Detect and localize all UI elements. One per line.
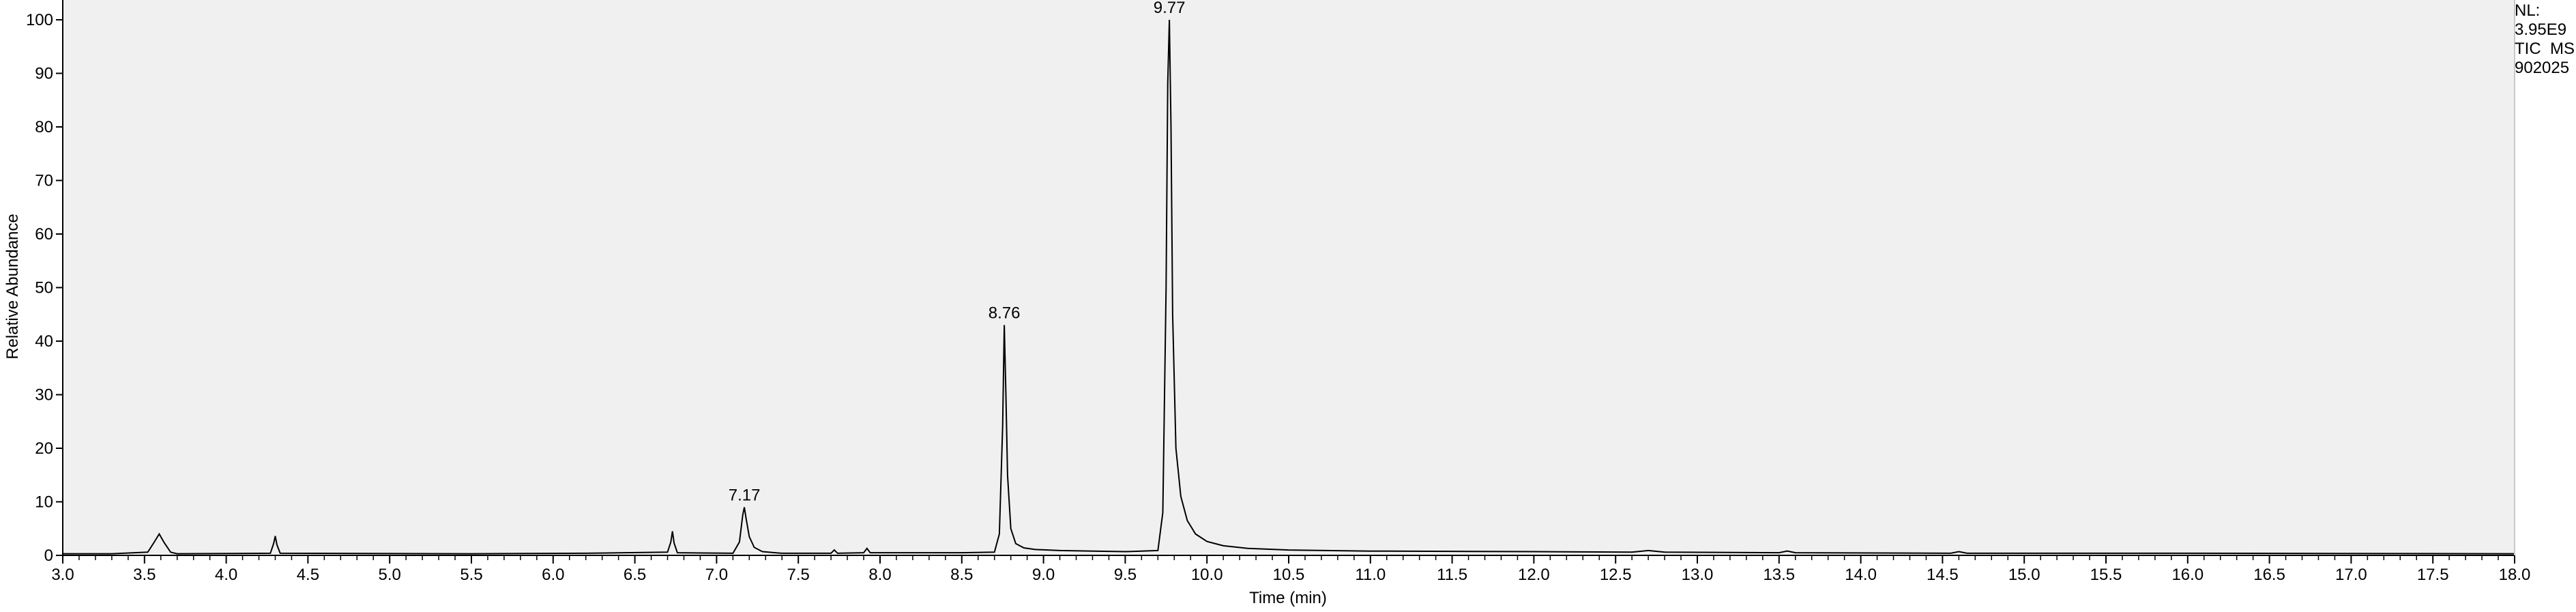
y-tick-label: 10 xyxy=(35,493,53,512)
x-tick-label: 6.5 xyxy=(624,566,646,584)
x-tick-label: 14.0 xyxy=(1845,566,1877,584)
x-axis-label: Time (min) xyxy=(1249,589,1327,607)
x-tick-label: 17.0 xyxy=(2335,566,2367,584)
x-tick-label: 18.0 xyxy=(2499,566,2531,584)
y-tick-label: 70 xyxy=(35,172,53,190)
x-tick-label: 9.0 xyxy=(1032,566,1055,584)
y-axis-label: Relative Abundance xyxy=(3,214,22,360)
peak-label-7-17: 7.17 xyxy=(729,486,761,504)
x-tick-label: 4.0 xyxy=(215,566,237,584)
x-tick-label: 10.5 xyxy=(1273,566,1305,584)
y-tick-label: 20 xyxy=(35,439,53,458)
y-tick-label: 50 xyxy=(35,279,53,297)
y-tick-label: 100 xyxy=(26,11,53,29)
x-tick-label: 16.5 xyxy=(2253,566,2285,584)
x-tick-label: 11.0 xyxy=(1355,566,1386,584)
x-tick-label: 5.0 xyxy=(379,566,401,584)
x-tick-label: 8.5 xyxy=(950,566,973,584)
x-tick-label: 13.5 xyxy=(1763,566,1795,584)
x-tick-label: 17.5 xyxy=(2417,566,2449,584)
y-tick-label: 30 xyxy=(35,386,53,405)
x-tick-label: 7.0 xyxy=(705,566,728,584)
nl-label: NL: xyxy=(2515,1,2541,20)
tic-trace xyxy=(63,19,2515,555)
x-tick-label: 15.0 xyxy=(2008,566,2040,584)
x-tick-label: 10.0 xyxy=(1191,566,1223,584)
x-tick-label: 4.5 xyxy=(297,566,319,584)
x-axis-ticks: 3.0 3.5 4.0 4.5 5.0 5.5 6.0 6.5 7.0 7.5 8.0 8.5 9.0 9… xyxy=(51,555,2530,584)
x-tick-label: 12.5 xyxy=(1600,566,1632,584)
x-tick-label: 3.5 xyxy=(133,566,156,584)
x-tick-label: 11.5 xyxy=(1437,566,1467,584)
x-tick-label: 8.0 xyxy=(868,566,891,584)
nl-value: 3.95E9 xyxy=(2515,20,2567,39)
x-tick-label: 14.5 xyxy=(1927,566,1959,584)
scan-filter: TIC MS xyxy=(2515,40,2575,58)
y-tick-label: 80 xyxy=(35,118,53,136)
y-tick-label: 0 xyxy=(44,547,53,565)
x-tick-label: 16.0 xyxy=(2171,566,2204,584)
x-tick-label: 12.0 xyxy=(1518,566,1550,584)
x-tick-label: 13.0 xyxy=(1682,566,1714,584)
plot-area-background xyxy=(63,0,2515,555)
x-tick-label: 9.5 xyxy=(1114,566,1137,584)
peak-label-8-76: 8.76 xyxy=(989,304,1021,322)
peak-label-9-77: 9.77 xyxy=(1154,0,1186,17)
y-axis-ticks: 0 10 20 30 40 50 60 70 80 90 100 xyxy=(26,11,63,565)
y-tick-label: 40 xyxy=(35,332,53,351)
x-tick-label: 5.5 xyxy=(460,566,482,584)
x-tick-label: 15.5 xyxy=(2090,566,2122,584)
y-tick-label: 60 xyxy=(35,225,53,244)
sample-id: 902025 xyxy=(2515,59,2570,77)
x-tick-label: 3.0 xyxy=(51,566,74,584)
y-tick-label: 90 xyxy=(35,65,53,83)
run-info-panel: NL: 3.95E9 TIC MS 902025 xyxy=(2515,1,2575,78)
x-tick-label: 6.0 xyxy=(542,566,564,584)
x-tick-label: 7.5 xyxy=(787,566,810,584)
peak-labels: 7.17 8.76 9.77 xyxy=(729,0,1186,504)
